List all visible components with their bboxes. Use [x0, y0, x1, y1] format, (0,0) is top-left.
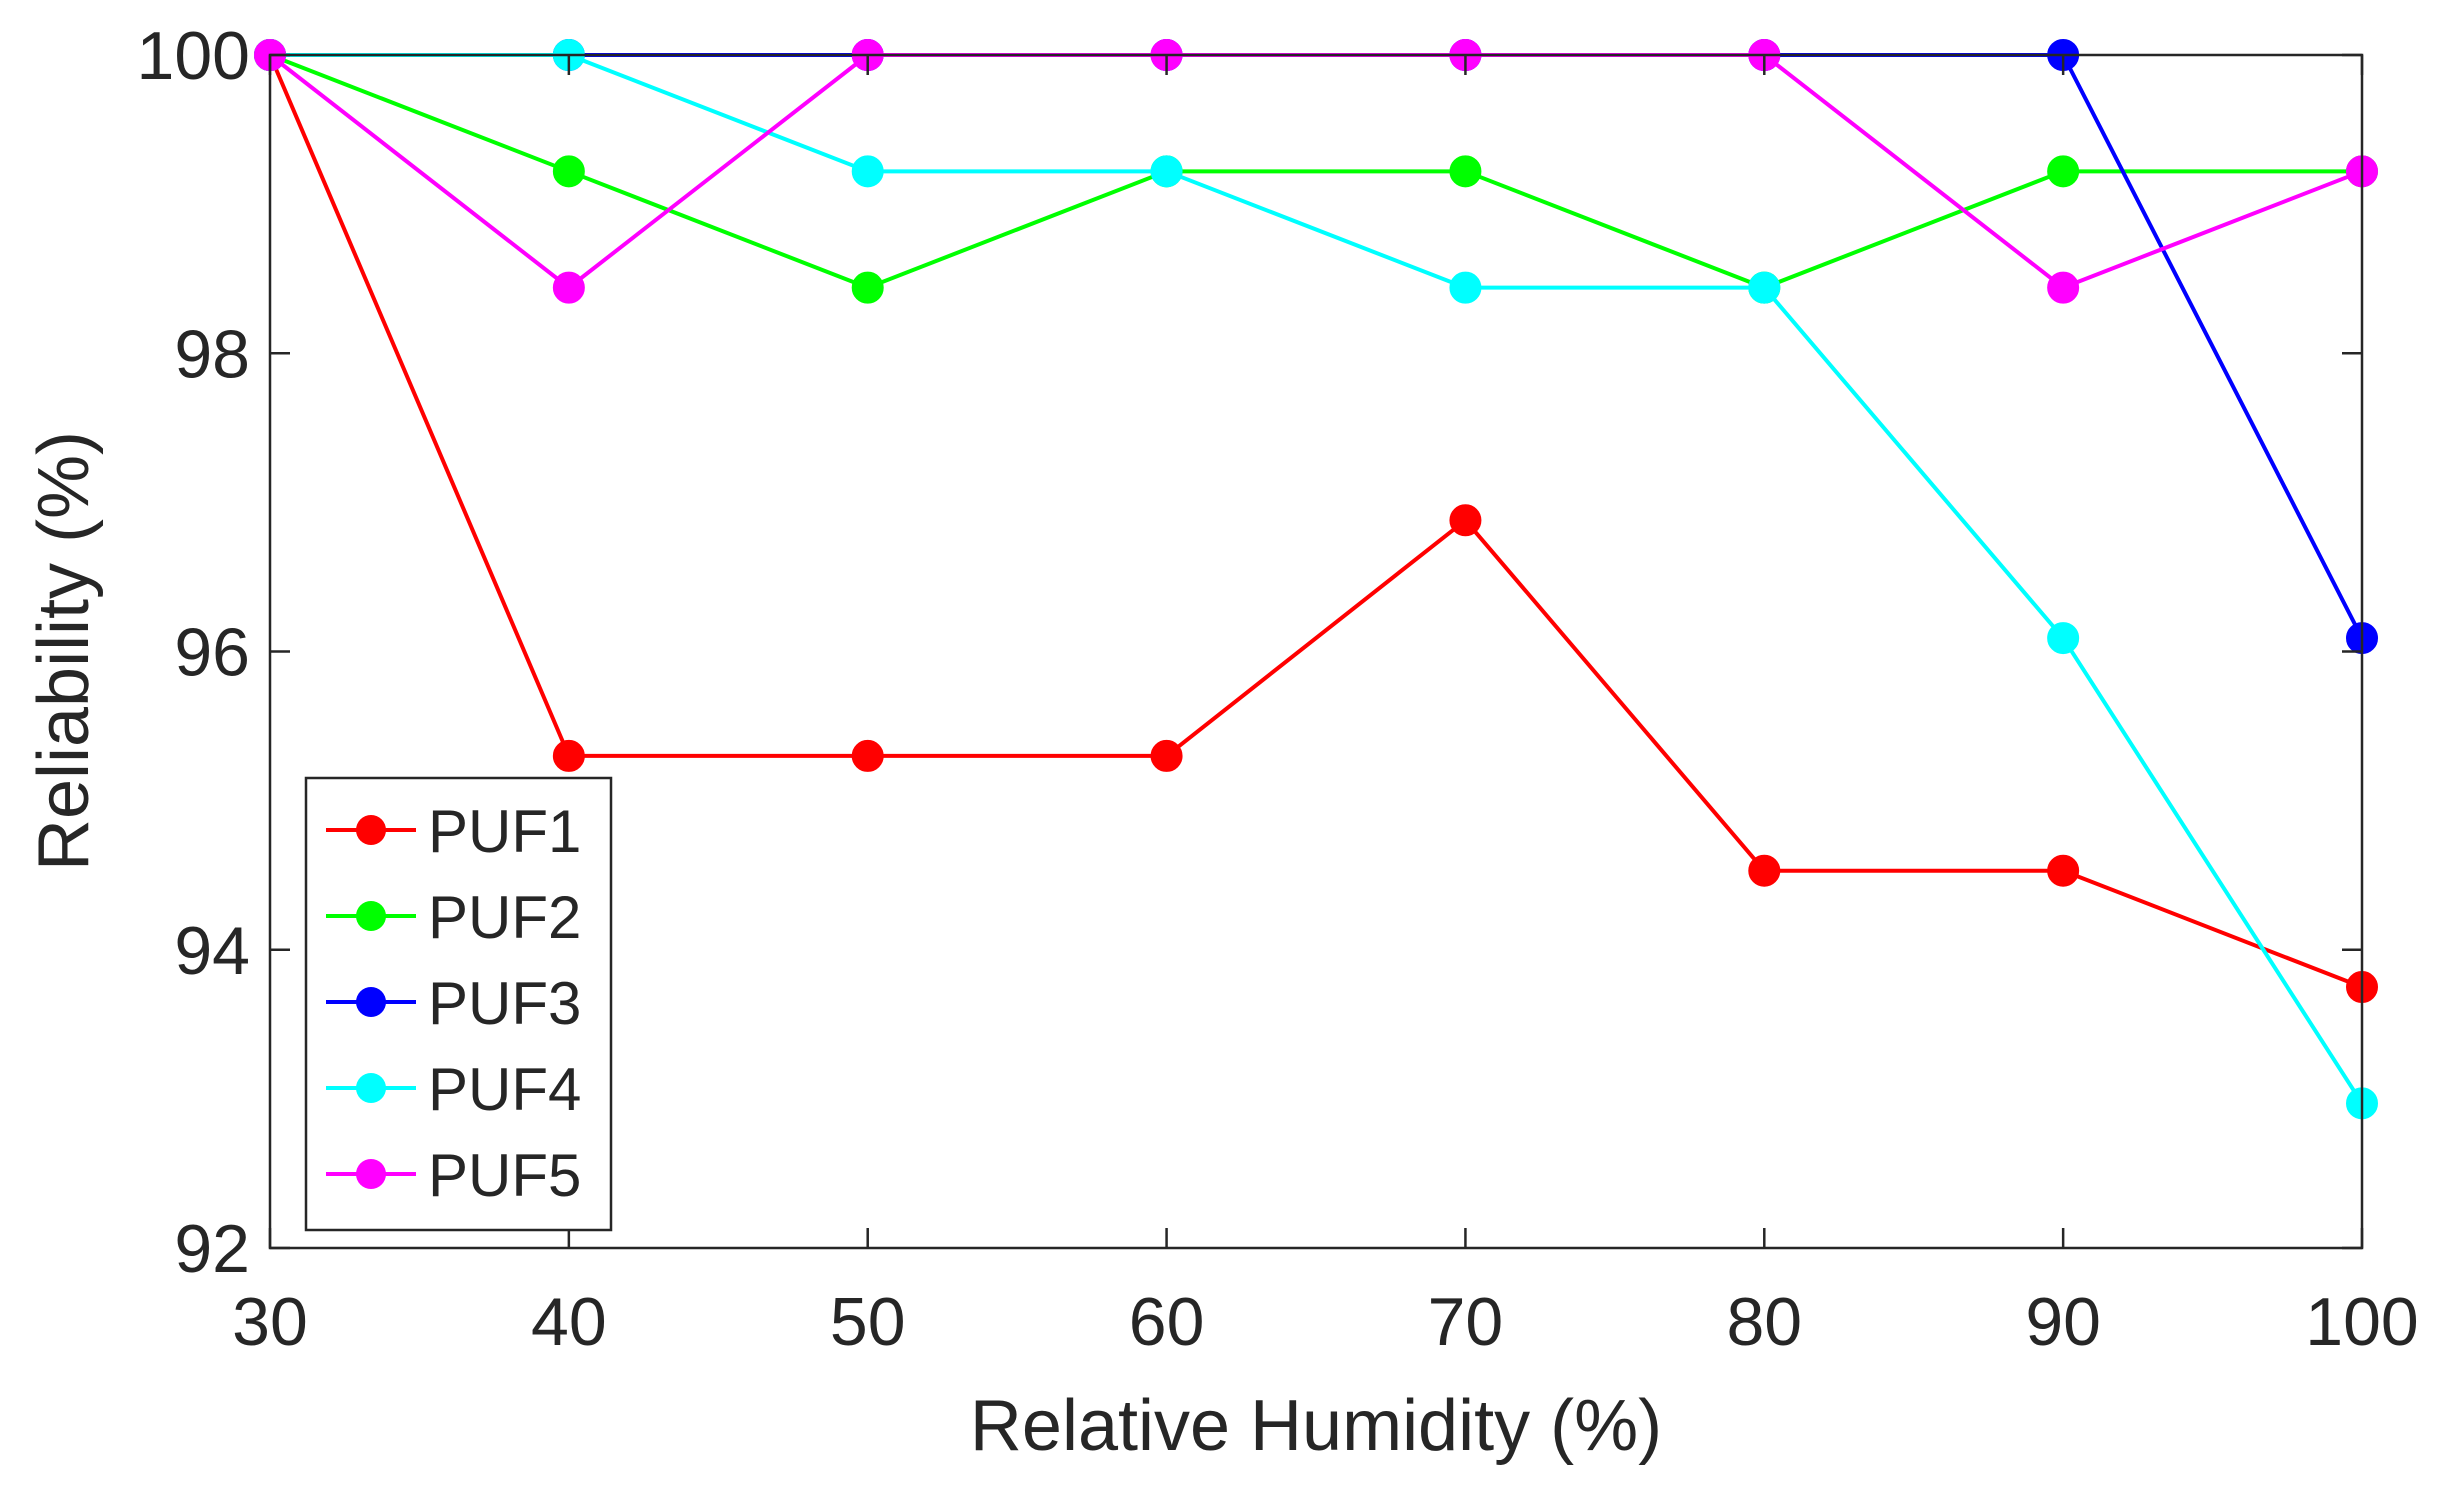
data-point-puf2 [1449, 155, 1482, 188]
data-point-puf1 [1449, 504, 1482, 537]
legend-label: PUF2 [428, 884, 581, 951]
data-point-puf1 [2047, 854, 2080, 887]
y-tick-label: 100 [137, 18, 250, 94]
data-point-puf5 [552, 271, 585, 304]
series-puf4 [254, 39, 2378, 1120]
x-tick-label: 40 [531, 1284, 607, 1360]
legend-label: PUF3 [428, 970, 581, 1037]
data-point-puf4 [1150, 155, 1183, 188]
y-tick-label: 94 [174, 913, 250, 989]
plot-background [270, 55, 2362, 1248]
legend-label: PUF4 [428, 1056, 581, 1123]
ticks-layer: 30 40 50 60 70 80 90 100 92 94 96 98 100 [137, 18, 2419, 1360]
data-point-puf4 [851, 155, 884, 188]
data-point-puf1 [1748, 854, 1781, 887]
x-tick-label: 90 [2025, 1284, 2101, 1360]
data-point-puf5 [2047, 271, 2080, 304]
data-point-puf4 [1748, 271, 1781, 304]
data-point-puf4 [2047, 622, 2080, 655]
x-tick-label: 30 [232, 1284, 308, 1360]
data-point-puf1 [1150, 739, 1183, 772]
legend-swatch-marker [356, 987, 386, 1017]
data-point-puf2 [2047, 155, 2080, 188]
y-tick-label: 96 [174, 615, 250, 691]
x-tick-label: 70 [1428, 1284, 1504, 1360]
data-point-puf2 [552, 155, 585, 188]
legend-swatch-marker [356, 1073, 386, 1103]
x-tick-label: 80 [1726, 1284, 1802, 1360]
x-tick-label: 100 [2305, 1284, 2418, 1360]
data-point-puf1 [851, 739, 884, 772]
legend-label: PUF1 [428, 798, 581, 865]
x-tick-label: 50 [830, 1284, 906, 1360]
y-axis-label: Reliability (%) [24, 431, 104, 871]
x-tick-label: 60 [1129, 1284, 1205, 1360]
series-line-puf2 [269, 53, 2362, 290]
series-line-puf4 [270, 53, 2364, 1105]
legend-swatch-marker [356, 1159, 386, 1189]
legend: PUF1 PUF2 PUF3 PUF4 PUF5 [304, 776, 613, 1232]
data-point-puf4 [1449, 271, 1482, 304]
legend-label: PUF5 [428, 1142, 581, 1209]
legend-swatch-marker [356, 901, 386, 931]
legend-swatch-marker [356, 815, 386, 845]
y-tick-label: 98 [174, 316, 250, 392]
x-axis-label: Relative Humidity (%) [970, 1386, 1662, 1466]
y-tick-label: 92 [174, 1211, 250, 1287]
data-point-puf2 [851, 271, 884, 304]
data-point-puf1 [552, 739, 585, 772]
series-line-puf1 [268, 54, 2363, 989]
